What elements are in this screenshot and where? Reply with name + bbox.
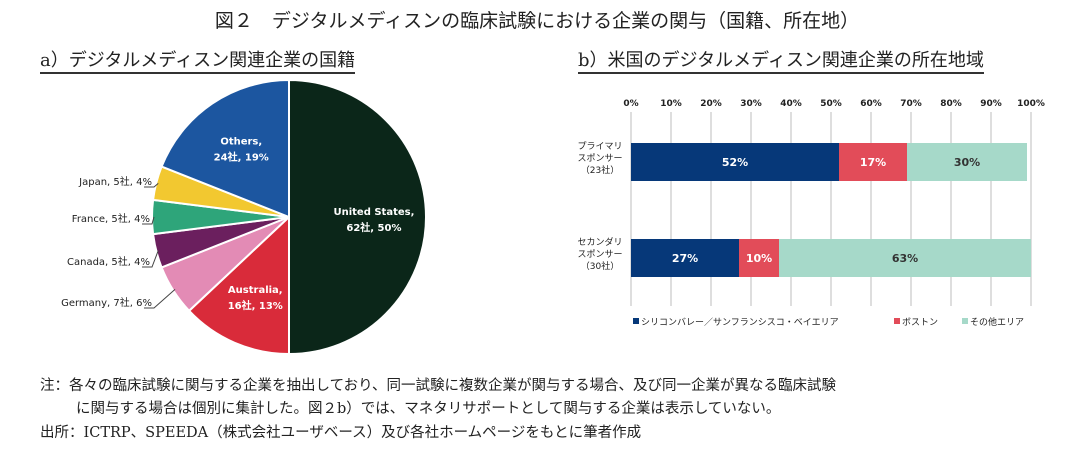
leader-line	[144, 183, 159, 188]
x-tick-label: 20%	[700, 99, 722, 109]
legend-swatch	[894, 318, 900, 324]
y-category-label: スポンサー	[577, 153, 622, 164]
x-tick-label: 10%	[660, 99, 682, 109]
bar-data-label: 27%	[672, 252, 698, 265]
y-category-label: （23社）	[581, 164, 619, 176]
note-line-2: に関与する場合は個別に集計した。図２b）では、マネタリサポートとして関与する企業…	[76, 401, 781, 417]
legend-swatch	[962, 318, 968, 324]
pie-slice	[288, 78, 427, 356]
source-note: 出所：ICTRP、SPEEDA（株式会社ユーザベース）及び各社ホームページをもと…	[40, 425, 642, 441]
y-category-label: スポンサー	[577, 249, 622, 260]
legend-label: ボストン	[902, 317, 938, 328]
leader-line	[144, 288, 176, 309]
pie-chart-title: a）デジタルメディスン関連企業の国籍	[40, 50, 356, 74]
bar-data-label: 10%	[746, 252, 772, 265]
y-category-label: プライマリ	[577, 141, 622, 152]
note-line-1: 注：各々の臨床試験に関与する企業を抽出しており、同一試験に複数企業が関与する場合…	[40, 378, 837, 394]
bar-data-label: 52%	[722, 156, 748, 169]
x-tick-label: 50%	[820, 99, 842, 109]
pie-slice	[160, 78, 290, 219]
x-tick-label: 60%	[860, 99, 882, 109]
legend-label: シリコンバレー／サンフランシスコ・ベイエリア	[641, 317, 839, 328]
pie-data-label: Canada, 5社, 4%	[67, 255, 150, 268]
leader-line	[142, 250, 159, 268]
bar-segment	[631, 239, 739, 277]
pie-data-label: Japan, 5社, 4%	[78, 175, 152, 188]
legend-label: その他エリア	[970, 316, 1024, 328]
leader-line	[142, 216, 155, 225]
figure-title: 図２ デジタルメディスンの臨床試験における企業の関与（国籍、所在地）	[214, 10, 860, 32]
bar-segment	[779, 239, 1031, 277]
bar-segment	[907, 143, 1027, 181]
legend-swatch	[633, 318, 639, 324]
pie-data-label: Others,	[220, 137, 262, 148]
bar-data-label: 17%	[860, 156, 886, 169]
bar-segment	[631, 143, 839, 181]
pie-data-label: Australia,	[228, 285, 283, 296]
pie-data-label: 16社, 13%	[228, 299, 283, 312]
x-tick-label: 70%	[900, 99, 922, 109]
bar-segment	[839, 143, 907, 181]
y-category-label: セカンダリ	[577, 236, 622, 248]
bar-data-label: 30%	[954, 156, 980, 169]
y-category-label: （30社）	[581, 260, 619, 272]
x-tick-label: 30%	[740, 99, 762, 109]
x-tick-label: 40%	[780, 99, 802, 109]
pie-slice	[187, 214, 290, 356]
bar-chart-title: b）米国のデジタルメディスン関連企業の所在地域	[578, 50, 984, 74]
pie-data-label: France, 5社, 4%	[72, 212, 150, 225]
bar-segment	[739, 239, 779, 277]
x-tick-label: 100%	[1017, 99, 1045, 109]
pie-data-label: United States,	[333, 207, 414, 218]
pie-data-label: Germany, 7社, 6%	[61, 296, 152, 309]
pie-data-label: 62社, 50%	[346, 221, 401, 234]
bar-data-label: 63%	[892, 252, 918, 265]
x-tick-label: 80%	[940, 99, 962, 109]
x-tick-label: 0%	[623, 99, 638, 109]
pie-data-label: 24社, 19%	[214, 151, 269, 164]
x-tick-label: 90%	[980, 99, 1002, 109]
